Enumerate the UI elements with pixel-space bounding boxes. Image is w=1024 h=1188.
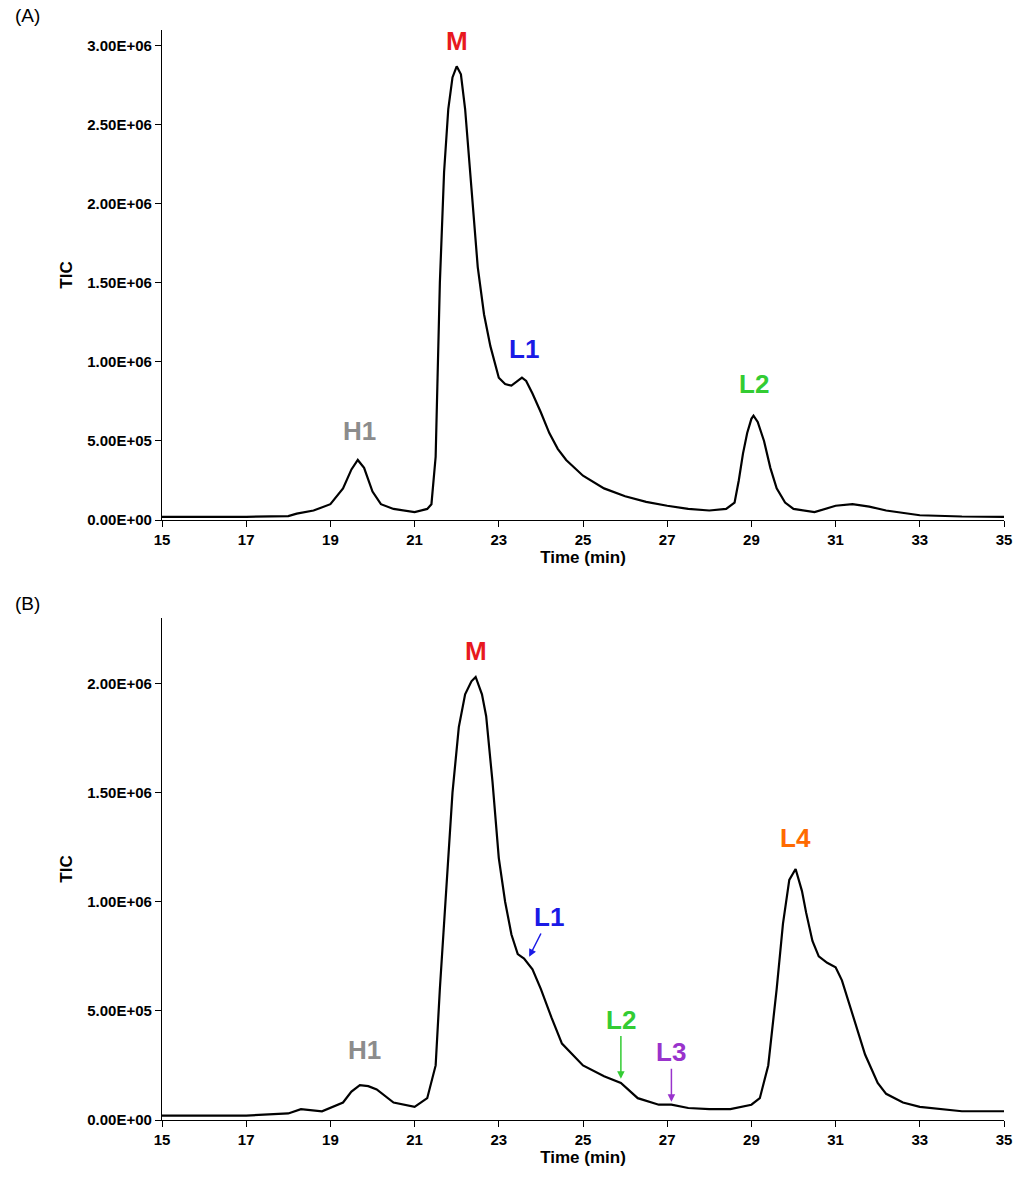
- svg-text:27: 27: [659, 1131, 676, 1148]
- svg-text:M: M: [446, 26, 468, 56]
- svg-text:TIC: TIC: [57, 855, 76, 882]
- svg-text:17: 17: [238, 1131, 255, 1148]
- svg-text:29: 29: [743, 1131, 760, 1148]
- svg-text:Time (min): Time (min): [540, 1148, 626, 1167]
- svg-text:35: 35: [996, 1131, 1013, 1148]
- svg-text:2.00E+06: 2.00E+06: [87, 195, 152, 212]
- svg-text:15: 15: [154, 1131, 171, 1148]
- svg-text:25: 25: [575, 1131, 592, 1148]
- svg-text:L1: L1: [509, 334, 539, 364]
- svg-text:19: 19: [322, 1131, 339, 1148]
- svg-text:23: 23: [490, 1131, 507, 1148]
- svg-text:2.50E+06: 2.50E+06: [87, 116, 152, 133]
- svg-text:31: 31: [827, 531, 844, 548]
- svg-text:L1: L1: [534, 902, 564, 932]
- svg-text:23: 23: [490, 531, 507, 548]
- svg-text:21: 21: [406, 1131, 423, 1148]
- svg-text:27: 27: [659, 531, 676, 548]
- svg-text:25: 25: [575, 531, 592, 548]
- svg-text:0.00E+00: 0.00E+00: [87, 1111, 152, 1128]
- svg-text:29: 29: [743, 531, 760, 548]
- svg-text:31: 31: [827, 1131, 844, 1148]
- svg-text:5.00E+05: 5.00E+05: [87, 1002, 152, 1019]
- svg-text:33: 33: [911, 531, 928, 548]
- svg-text:M: M: [465, 636, 487, 666]
- svg-text:35: 35: [996, 531, 1013, 548]
- svg-text:21: 21: [406, 531, 423, 548]
- svg-text:3.00E+06: 3.00E+06: [87, 37, 152, 54]
- svg-text:H1: H1: [343, 416, 376, 446]
- svg-text:(B): (B): [15, 593, 40, 614]
- svg-text:L2: L2: [606, 1005, 636, 1035]
- svg-text:0.00E+00: 0.00E+00: [87, 511, 152, 528]
- svg-text:L2: L2: [739, 369, 769, 399]
- svg-text:15: 15: [154, 531, 171, 548]
- svg-text:(A): (A): [15, 5, 40, 26]
- svg-text:Time (min): Time (min): [540, 548, 626, 567]
- svg-text:1.50E+06: 1.50E+06: [87, 274, 152, 291]
- svg-text:17: 17: [238, 531, 255, 548]
- svg-text:5.00E+05: 5.00E+05: [87, 432, 152, 449]
- svg-text:1.00E+06: 1.00E+06: [87, 353, 152, 370]
- svg-text:TIC: TIC: [57, 261, 76, 288]
- svg-text:1.00E+06: 1.00E+06: [87, 893, 152, 910]
- svg-text:2.00E+06: 2.00E+06: [87, 675, 152, 692]
- svg-text:H1: H1: [348, 1035, 381, 1065]
- svg-text:L4: L4: [780, 823, 811, 853]
- svg-text:L3: L3: [656, 1037, 686, 1067]
- svg-text:33: 33: [911, 1131, 928, 1148]
- svg-text:19: 19: [322, 531, 339, 548]
- svg-text:1.50E+06: 1.50E+06: [87, 784, 152, 801]
